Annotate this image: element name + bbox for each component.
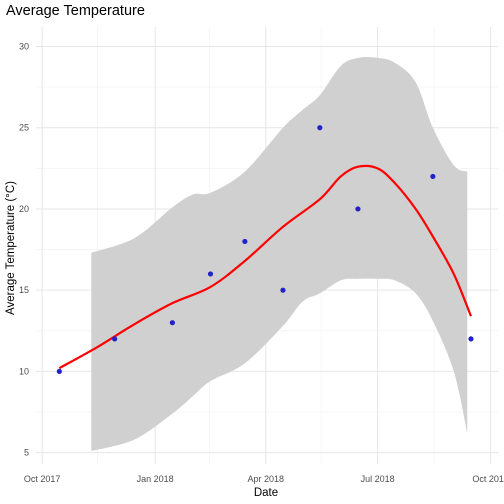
y-axis-title: Average Temperature (°C)	[5, 181, 17, 315]
y-tick-label: 10	[19, 366, 29, 376]
data-point	[430, 173, 436, 180]
data-point	[112, 336, 118, 342]
x-tick-label: Oct 2018	[472, 474, 504, 484]
data-point	[56, 368, 62, 375]
data-point	[355, 206, 361, 212]
x-tick-label: Apr 2018	[248, 474, 285, 484]
x-axis-ticks: Oct 2017 Jan 2018 Apr 2018 Jul 2018 Oct 2018	[24, 474, 504, 484]
y-tick-label: 15	[19, 285, 29, 295]
trend-line	[58, 164, 472, 370]
x-tick-label: Jul 2018	[361, 474, 395, 484]
y-tick-label: 20	[19, 204, 29, 214]
x-tick-label: Oct 2017	[24, 474, 61, 484]
data-point	[317, 125, 323, 131]
data-point	[169, 320, 175, 326]
y-tick-label: 25	[19, 123, 29, 133]
data-points-layer	[56, 125, 474, 375]
confidence-band	[91, 57, 468, 452]
confidence-band-layer	[91, 57, 468, 452]
data-point	[280, 287, 286, 293]
chart-title: Average Temperature	[6, 3, 145, 19]
major-gridlines	[36, 27, 498, 464]
smooth-line-layer	[58, 164, 472, 370]
y-tick-label: 5	[24, 448, 29, 458]
y-axis-ticks: 5 10 15 20 25 30	[19, 41, 29, 457]
x-tick-label: Jan 2018	[137, 474, 174, 484]
data-point	[207, 271, 214, 277]
x-axis-title: Date	[254, 487, 278, 499]
y-tick-label: 30	[19, 41, 29, 51]
data-point	[242, 238, 248, 245]
data-point	[468, 336, 474, 342]
